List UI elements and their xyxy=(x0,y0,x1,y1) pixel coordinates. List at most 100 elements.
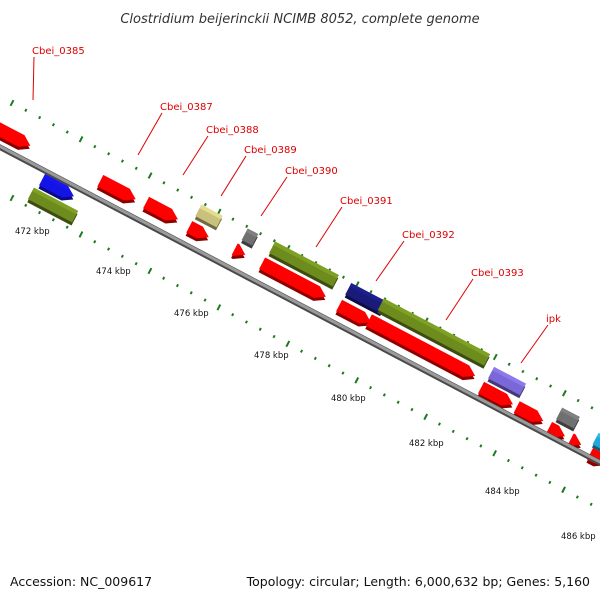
scale-tick xyxy=(258,327,262,331)
scale-tick xyxy=(231,217,235,221)
gene-label[interactable]: Cbei_0388 xyxy=(206,125,259,136)
feature-cbei-0388-red[interactable] xyxy=(142,196,182,228)
gene-label[interactable]: Cbei_0389 xyxy=(244,145,297,156)
scale-tick xyxy=(300,349,304,353)
scale-tick xyxy=(590,406,594,410)
scale-tick xyxy=(244,320,248,324)
scale-tick xyxy=(507,362,511,366)
gene-labels: Cbei_0385 Cbei_0387 Cbei_0388 Cbei_0389 Cbei… xyxy=(32,46,561,325)
scale-tick xyxy=(176,188,180,192)
feature-blue-upstream[interactable] xyxy=(38,173,78,205)
scale-tick xyxy=(465,437,469,441)
scale-label: 482 kbp xyxy=(409,439,444,449)
scale-tick xyxy=(575,495,579,499)
scale-tick xyxy=(354,377,360,384)
accession-text: Accession: NC_009617 xyxy=(10,574,152,589)
scale-label: 486 kbp xyxy=(561,532,596,542)
feature-cbei-0390[interactable] xyxy=(268,241,340,290)
scale-tick xyxy=(38,115,42,120)
scale-tick xyxy=(93,144,97,149)
gene-label[interactable]: Cbei_0387 xyxy=(160,102,213,113)
scale-tick xyxy=(451,429,455,434)
inner-tick-track xyxy=(9,194,593,507)
gene-label[interactable]: Cbei_0392 xyxy=(402,230,455,241)
leader-line xyxy=(32,56,35,101)
scale-tick xyxy=(93,240,97,244)
scale-tick xyxy=(162,181,166,185)
gene-label[interactable]: Cbei_0393 xyxy=(471,268,524,279)
scale-tick xyxy=(175,283,179,288)
scale-tick xyxy=(147,172,153,179)
leader-line xyxy=(220,155,247,197)
scale-tick xyxy=(107,247,111,251)
leader-line xyxy=(445,278,474,321)
feature-small-red[interactable] xyxy=(230,243,249,263)
scale-tick xyxy=(189,291,193,295)
scale-tick xyxy=(203,298,207,302)
feature-cbei-0389-red[interactable] xyxy=(185,221,213,246)
feature-cbei-0392-red[interactable] xyxy=(364,314,478,384)
scale-tick xyxy=(589,502,593,507)
gene-label[interactable]: Cbei_0385 xyxy=(32,46,85,57)
scale-tick xyxy=(134,261,138,266)
scale-label: 480 kbp xyxy=(331,394,366,404)
feature-cbei-0392[interactable] xyxy=(376,298,491,369)
feature-cbei-0389[interactable] xyxy=(240,228,259,249)
feature-cbei-0387[interactable] xyxy=(96,174,140,208)
scale-tick xyxy=(24,203,28,207)
scale-tick xyxy=(492,449,497,457)
gene-label[interactable]: Cbei_0391 xyxy=(340,196,393,207)
scale-tick xyxy=(285,340,291,348)
leader-line xyxy=(182,135,209,176)
scale-tick xyxy=(272,239,276,243)
scale-tick xyxy=(423,413,429,421)
scale-tick xyxy=(548,480,552,485)
scale-label: 474 kbp xyxy=(96,267,131,277)
feature-green-upstream[interactable] xyxy=(26,187,79,226)
scale-tick xyxy=(313,356,317,361)
scale-tick xyxy=(120,159,124,163)
scale-tick xyxy=(479,444,483,448)
scale-tick xyxy=(369,289,373,294)
feature-cbei-0393[interactable] xyxy=(487,366,527,399)
scale-tick xyxy=(24,108,28,112)
scale-label: 484 kbp xyxy=(485,487,520,497)
scale-tick xyxy=(120,254,124,259)
scale-tick xyxy=(203,202,207,207)
scale-tick xyxy=(561,486,566,494)
leader-line xyxy=(260,176,288,217)
gene-label[interactable]: Cbei_0390 xyxy=(285,166,338,177)
genome-summary-text: Topology: circular; Length: 6,000,632 bp… xyxy=(246,574,590,589)
feature-cbei-0390-red[interactable] xyxy=(258,257,330,305)
scale-tick xyxy=(231,313,235,317)
scale-tick xyxy=(341,371,345,375)
scale-labels: 472 kbp 474 kbp 476 kbp 478 kbp 480 kbp 482 k… xyxy=(15,227,596,542)
scale-tick xyxy=(521,369,525,374)
scale-tick xyxy=(492,353,498,361)
scale-tick xyxy=(78,136,84,143)
feature-downstream-cyan[interactable] xyxy=(591,432,600,453)
scale-tick xyxy=(51,218,55,222)
scale-tick xyxy=(549,384,553,388)
scale-tick xyxy=(9,194,15,202)
scale-tick xyxy=(410,407,414,412)
feature-track xyxy=(0,118,600,467)
scale-tick xyxy=(78,231,84,238)
gene-label[interactable]: ipk xyxy=(546,314,561,325)
scale-tick xyxy=(38,210,42,215)
feature-ipk-gray[interactable] xyxy=(555,407,581,432)
feature-cbei-0385[interactable] xyxy=(0,118,34,155)
feature-cbei-0388[interactable] xyxy=(194,204,223,231)
scale-tick xyxy=(107,152,111,156)
scale-tick xyxy=(534,473,538,477)
feature-cbei-0391[interactable] xyxy=(344,282,388,317)
scale-tick xyxy=(147,267,153,275)
feature-cbei-0391-red[interactable] xyxy=(335,299,375,331)
scale-tick xyxy=(396,400,400,404)
scale-label: 478 kbp xyxy=(254,351,289,361)
scale-tick xyxy=(245,224,249,229)
scale-tick xyxy=(9,99,15,107)
scale-tick xyxy=(259,231,263,236)
feature-ipk-red[interactable] xyxy=(512,401,547,430)
feature-cbei-0393-red[interactable] xyxy=(477,381,517,413)
